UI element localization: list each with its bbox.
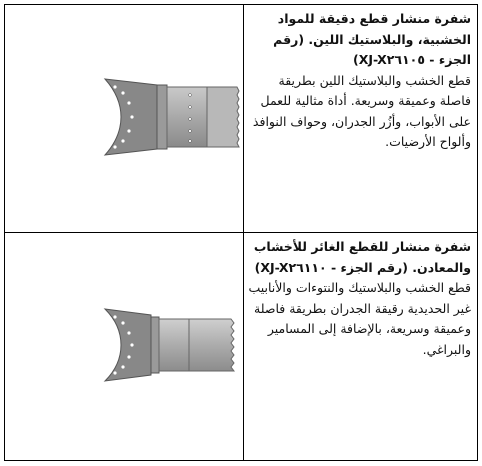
text-cell: شفرة منشار للقطع الغائر للأخشاب والمعادن… — [243, 232, 478, 461]
blade-description: قطع الخشب والبلاستيك والنتوءات والأنابيب… — [248, 280, 471, 357]
image-cell — [4, 232, 244, 461]
blade-description: قطع الخشب والبلاستيك اللين بطريقة فاصلة … — [252, 72, 471, 150]
table-row: شفرة منشار للقطع الغائر للأخشاب والمعادن… — [4, 232, 478, 461]
text-cell: شفرة منشار قطع دقيقة للمواد الخشبية، وال… — [243, 4, 478, 233]
fine-blade-image — [103, 77, 240, 156]
blade-title: شفرة منشار للقطع الغائر للأخشاب والمعادن… — [253, 239, 471, 275]
blade-table: شفرة منشار قطع دقيقة للمواد الخشبية، وال… — [4, 4, 478, 461]
image-cell — [4, 4, 244, 233]
blade-title: شفرة منشار قطع دقيقة للمواد الخشبية، وال… — [273, 11, 471, 67]
table-row: شفرة منشار قطع دقيقة للمواد الخشبية، وال… — [4, 4, 478, 233]
plunge-blade-image — [103, 307, 235, 382]
